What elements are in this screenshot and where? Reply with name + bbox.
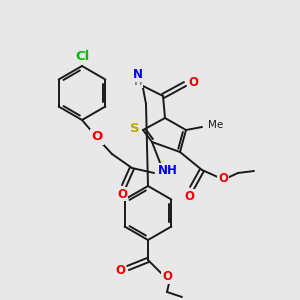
Text: H: H (134, 77, 142, 87)
Text: Me: Me (208, 120, 223, 130)
Text: Cl: Cl (75, 50, 89, 64)
Text: S: S (130, 122, 140, 134)
Text: O: O (184, 190, 194, 202)
Text: O: O (115, 263, 125, 277)
Text: NH: NH (158, 164, 178, 176)
Text: O: O (188, 76, 198, 88)
Text: O: O (218, 172, 228, 185)
Text: O: O (117, 188, 127, 200)
Text: N: N (133, 68, 143, 82)
Text: O: O (162, 271, 172, 284)
Text: O: O (92, 130, 103, 143)
